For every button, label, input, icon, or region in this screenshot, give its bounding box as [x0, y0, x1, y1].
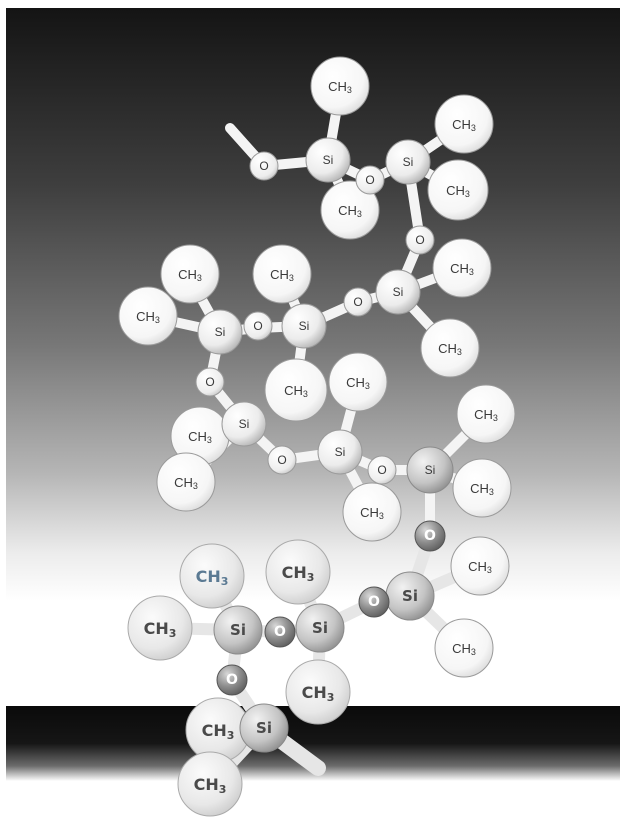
svg-text:O: O	[259, 159, 268, 173]
svg-text:CH3: CH3	[302, 683, 335, 704]
methyl-group: CH3	[434, 618, 494, 678]
oxygen-atom: O	[243, 311, 273, 341]
silicon-atom: Si	[305, 137, 351, 183]
oxygen-atom: O	[367, 455, 397, 485]
silicon-atom: Si	[281, 303, 327, 349]
silicon-atom: Si	[213, 605, 263, 655]
svg-text:Si: Si	[403, 155, 414, 169]
svg-text:CH3: CH3	[136, 309, 160, 326]
svg-text:Si: Si	[393, 285, 404, 299]
oxygen-atom: O	[358, 586, 390, 618]
silicon-atom: Si	[406, 446, 454, 494]
silicon-atom: Si	[375, 269, 421, 315]
svg-text:O: O	[353, 295, 362, 309]
svg-text:O: O	[277, 453, 286, 467]
oxygen-atom: O	[405, 225, 435, 255]
svg-text:Si: Si	[323, 153, 334, 167]
methyl-group: CH3	[310, 56, 370, 116]
svg-text:CH3: CH3	[144, 619, 177, 640]
oxygen-atom: O	[343, 287, 373, 317]
methyl-group: CH3	[177, 751, 243, 817]
methyl-group: CH3	[265, 539, 331, 605]
methyl-group: CH3	[156, 452, 216, 512]
methyl-group: CH3	[170, 406, 230, 466]
svg-text:CH3: CH3	[178, 267, 202, 284]
methyl-group: CH3	[118, 286, 178, 346]
methyl-group: CH3	[432, 238, 492, 298]
svg-text:O: O	[368, 594, 380, 610]
methyl-group: CH3	[456, 384, 516, 444]
silicon-atom: Si	[385, 139, 431, 185]
methyl-group: CH3	[328, 352, 388, 412]
methyl-group: CH3	[285, 659, 351, 725]
oxygen-atom: O	[414, 520, 446, 552]
silicon-atom: Si	[221, 401, 267, 447]
oxygen-atom: O	[195, 367, 225, 397]
svg-text:Si: Si	[299, 319, 310, 333]
silicon-atom: Si	[317, 429, 363, 475]
methyl-group: CH3	[252, 244, 312, 304]
svg-text:O: O	[377, 463, 386, 477]
svg-text:O: O	[253, 319, 262, 333]
svg-text:CH3: CH3	[188, 429, 212, 446]
svg-text:CH3: CH3	[196, 567, 229, 588]
methyl-group: CH3	[434, 94, 494, 154]
methyl-group: CH3	[179, 543, 245, 609]
svg-text:CH3: CH3	[470, 481, 494, 498]
silicon-atom: Si	[295, 603, 345, 653]
svg-text:CH3: CH3	[474, 407, 498, 424]
oxygen-atom: O	[355, 165, 385, 195]
methyl-group: CH3	[160, 244, 220, 304]
methyl-group: CH3	[342, 482, 402, 542]
svg-text:CH3: CH3	[468, 559, 492, 576]
svg-text:CH3: CH3	[446, 183, 470, 200]
silicon-atom: Si	[385, 571, 435, 621]
svg-text:CH3: CH3	[450, 261, 474, 278]
methyl-group: CH3	[450, 536, 510, 596]
oxygen-atom: O	[216, 664, 248, 696]
svg-text:CH3: CH3	[452, 117, 476, 134]
svg-text:Si: Si	[312, 619, 328, 637]
methyl-group: CH3	[427, 159, 489, 221]
svg-text:Si: Si	[402, 587, 418, 605]
svg-text:O: O	[205, 375, 214, 389]
methyl-group: CH3	[320, 180, 380, 240]
svg-text:CH3: CH3	[284, 383, 308, 400]
svg-text:CH3: CH3	[346, 375, 370, 392]
svg-text:O: O	[226, 672, 238, 688]
svg-text:Si: Si	[256, 719, 272, 737]
svg-text:Si: Si	[425, 463, 436, 477]
methyl-group: CH3	[420, 318, 480, 378]
svg-text:O: O	[365, 173, 374, 187]
svg-text:CH3: CH3	[270, 267, 294, 284]
svg-text:O: O	[274, 624, 286, 640]
svg-text:CH3: CH3	[174, 475, 198, 492]
svg-text:Si: Si	[230, 621, 246, 639]
methyl-group: CH3	[185, 697, 251, 763]
svg-text:Si: Si	[239, 417, 250, 431]
svg-text:CH3: CH3	[282, 563, 315, 584]
svg-text:CH3: CH3	[328, 79, 352, 96]
svg-text:CH3: CH3	[438, 341, 462, 358]
svg-text:CH3: CH3	[338, 203, 362, 220]
methyl-group: CH3	[264, 358, 328, 422]
oxygen-atom: O	[249, 151, 279, 181]
methyl-group: CH3	[127, 595, 193, 661]
methyl-group: CH3	[452, 458, 512, 518]
svg-text:CH3: CH3	[452, 641, 476, 658]
svg-text:CH3: CH3	[194, 775, 227, 796]
svg-text:Si: Si	[215, 325, 226, 339]
svg-text:O: O	[424, 528, 436, 544]
svg-text:Si: Si	[335, 445, 346, 459]
silicon-atom: Si	[197, 309, 243, 355]
silicon-atom: Si	[239, 703, 289, 753]
oxygen-atom: O	[267, 445, 297, 475]
svg-text:CH3: CH3	[202, 721, 235, 742]
svg-text:CH3: CH3	[360, 505, 384, 522]
oxygen-atom: O	[264, 616, 296, 648]
svg-text:O: O	[415, 233, 424, 247]
